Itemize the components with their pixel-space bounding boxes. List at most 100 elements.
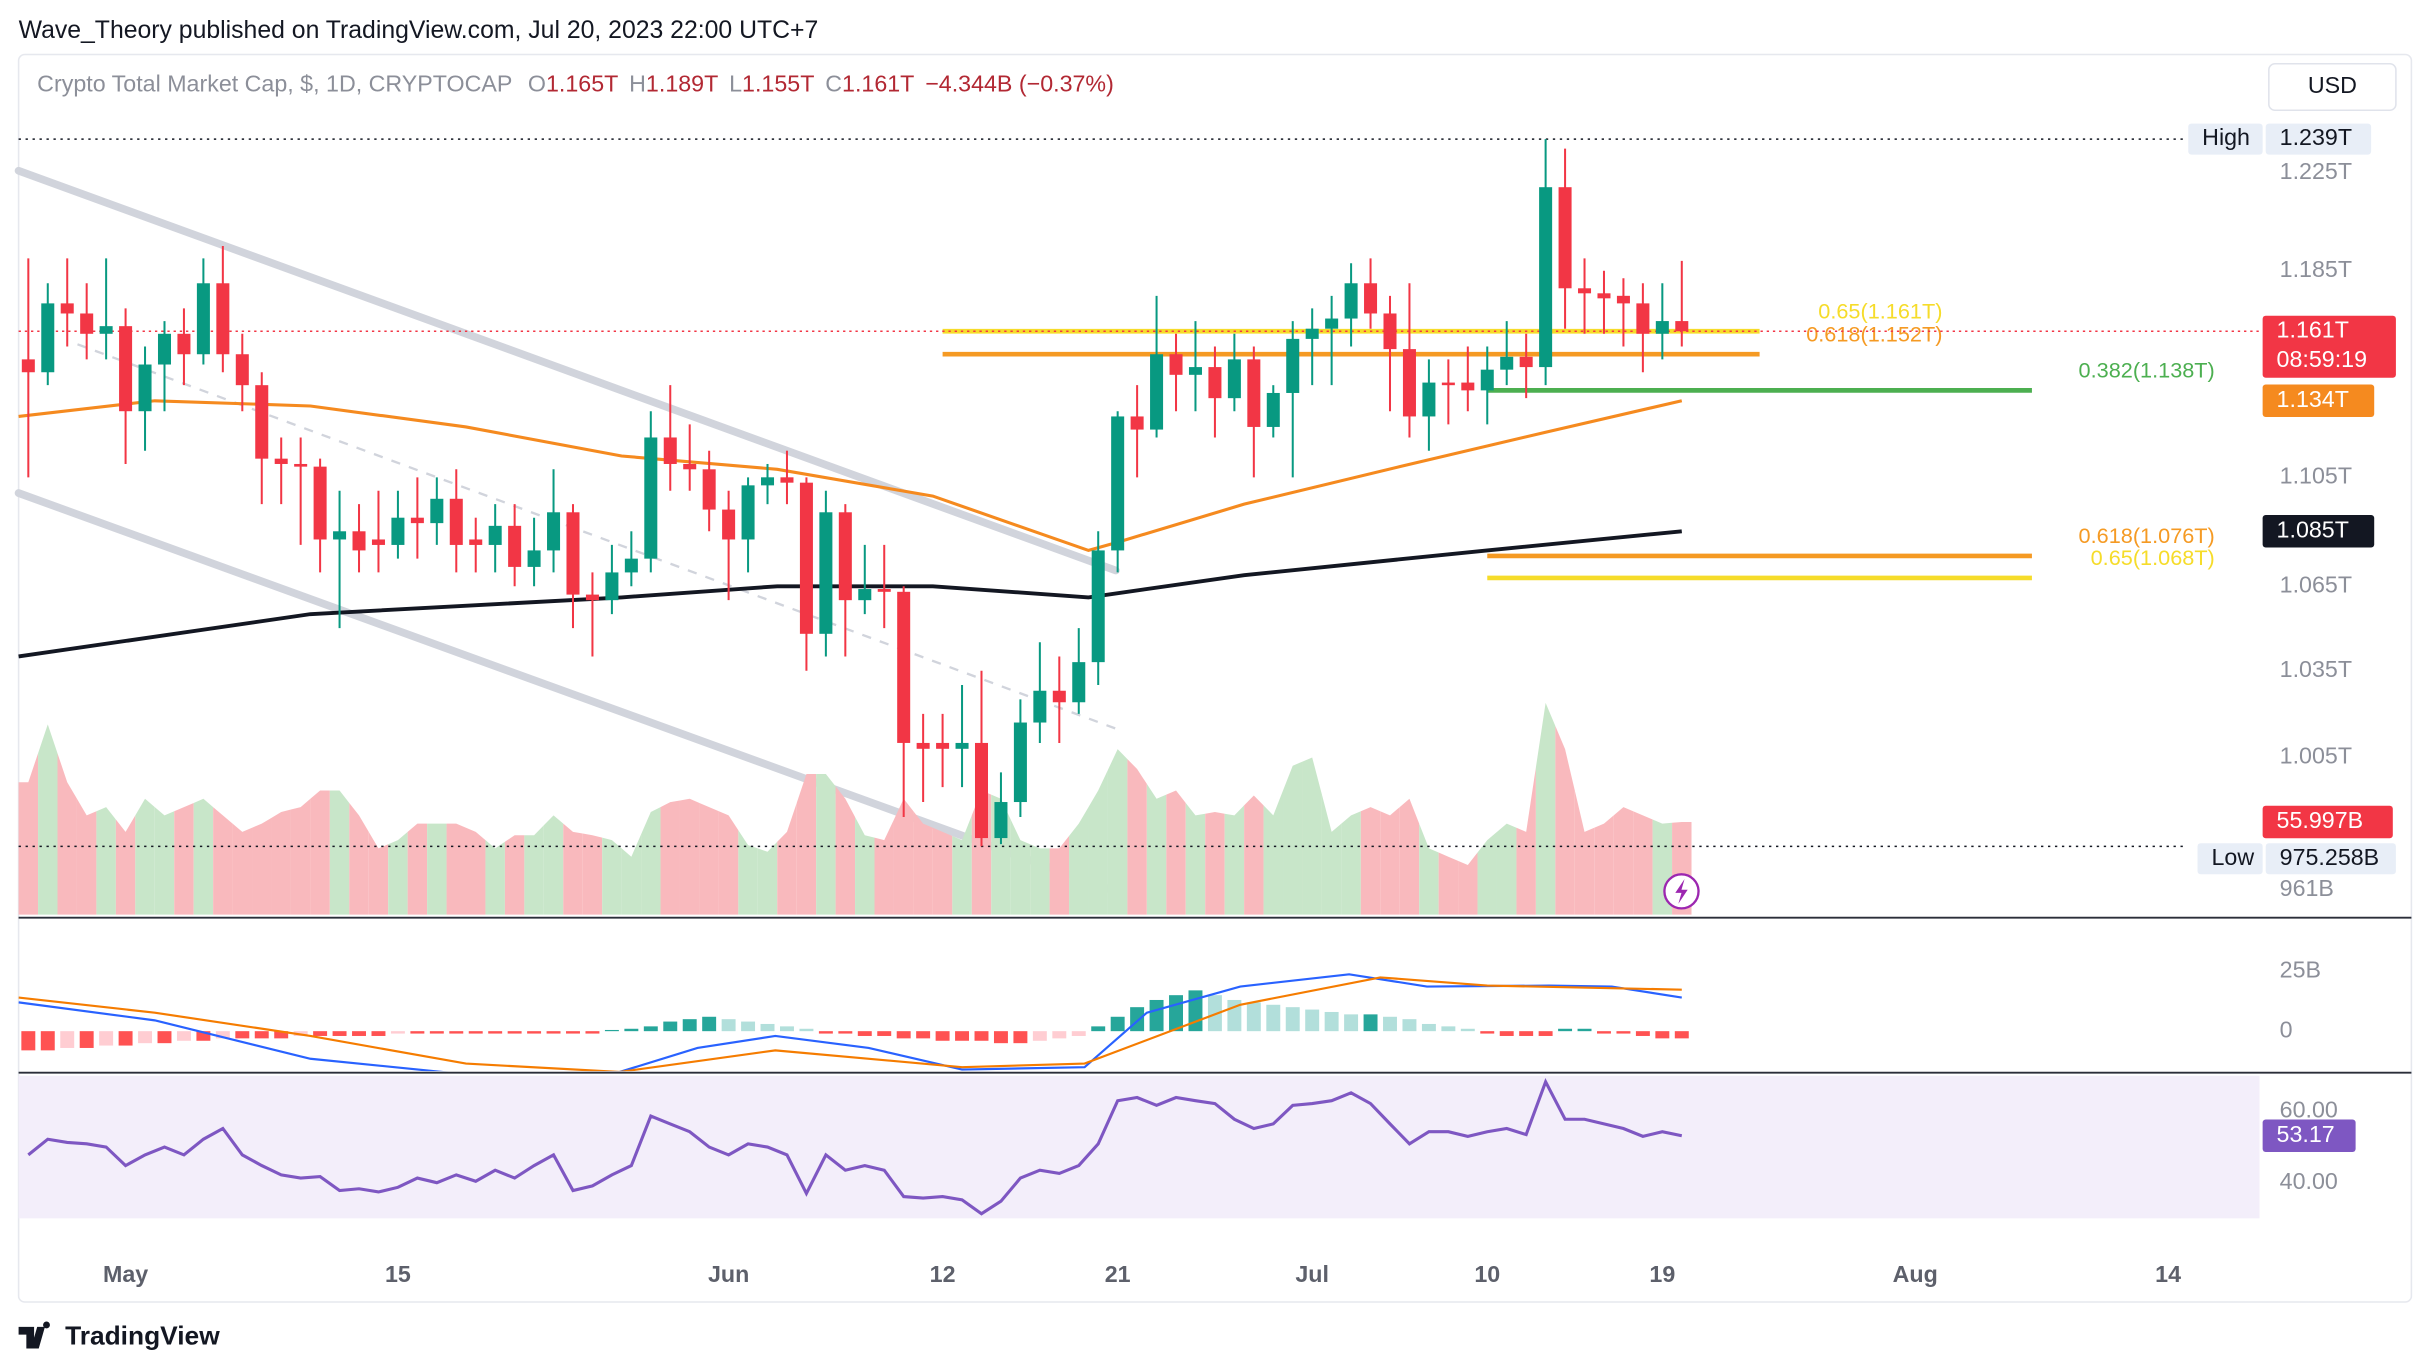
volume-area (1146, 783, 1167, 915)
candle-body (585, 594, 599, 601)
macd-histogram-bar (1344, 1014, 1359, 1032)
currency-button[interactable] (2268, 63, 2397, 112)
candle-body (1266, 392, 1280, 427)
volume-area (1127, 759, 1147, 915)
volume-area (855, 816, 875, 915)
volume-area (1010, 819, 1031, 915)
macd-histogram-bar (857, 1031, 872, 1036)
candle-body (1111, 416, 1125, 551)
candle-body (1461, 382, 1475, 391)
high-label-box (2188, 123, 2263, 155)
rsi-line (27, 1077, 1683, 1216)
low-value-box (2265, 843, 2396, 875)
volume-area (582, 833, 603, 915)
symbol: Crypto Total Market Cap, $, 1D, CRYPTOCA… (37, 71, 512, 97)
macd-histogram-bar (138, 1031, 153, 1044)
volume-area (329, 790, 350, 915)
volume-area (660, 800, 680, 915)
volume-area (271, 809, 291, 915)
macd-histogram-bar (799, 1028, 814, 1032)
candle-body (799, 482, 813, 634)
macd-histogram-bar (1091, 1026, 1106, 1032)
candle-body (80, 313, 94, 334)
candle-body (196, 283, 210, 355)
last-price: 1.161T (2277, 316, 2349, 342)
candle-body (1402, 349, 1416, 417)
volume-area (1185, 802, 1206, 915)
macd-histogram-bar (702, 1016, 717, 1032)
volume-area (1419, 823, 1439, 915)
x-tick-label: 10 (1474, 1261, 1500, 1287)
candle-body (1150, 354, 1164, 430)
macd-histogram-bar (779, 1026, 794, 1032)
candle-body (1208, 367, 1222, 399)
candle-body (994, 802, 1008, 839)
candle-body (527, 550, 541, 567)
macd-histogram-bar (1110, 1016, 1125, 1032)
macd-histogram-bar (429, 1031, 444, 1034)
candle-body (722, 509, 736, 540)
volume-area (1360, 807, 1381, 915)
volume-area (1263, 790, 1284, 915)
volume-area (76, 798, 97, 915)
candle-body (741, 485, 755, 540)
macd-histogram-bar (916, 1031, 931, 1039)
macd-histogram-bar (410, 1031, 425, 1034)
volume-area (893, 798, 914, 915)
candle-body (60, 303, 74, 314)
candle-body (624, 558, 638, 573)
macd-histogram-bar (682, 1019, 697, 1032)
candle-body (936, 742, 950, 749)
macd-histogram-bar (877, 1031, 892, 1036)
candle-body (1305, 328, 1319, 339)
volume-area (388, 831, 408, 915)
candle-body (449, 498, 463, 545)
candle-body (702, 469, 716, 510)
macd-histogram-bar (1441, 1026, 1456, 1032)
candle-body (1597, 293, 1611, 299)
macd-histogram-bar (1305, 1009, 1320, 1032)
candle-body (663, 437, 677, 464)
volume-value-box (2262, 805, 2393, 839)
volume-area (1535, 702, 1556, 915)
macd-histogram-bar (1266, 1004, 1281, 1032)
candle-body (1169, 354, 1183, 375)
volume-area (18, 753, 39, 915)
macd-histogram-bar (974, 1031, 989, 1041)
rsi-value-box (2262, 1119, 2356, 1153)
candle-body (157, 333, 171, 365)
volume-area (1574, 790, 1595, 915)
volume-area (1496, 823, 1517, 915)
macd-histogram-bar (215, 1031, 230, 1039)
candle-body (819, 512, 833, 634)
volume-area (738, 830, 758, 915)
macd-histogram-bar (1246, 1002, 1261, 1032)
channel-line (14, 489, 1120, 896)
macd-histogram-bar (1363, 1014, 1378, 1032)
x-tick-label: 15 (385, 1261, 411, 1287)
volume-area (1594, 815, 1614, 915)
byline: Wave_Theory published on TradingView.com… (19, 17, 819, 44)
macd-histogram-bar (157, 1031, 172, 1044)
volume-area (504, 835, 525, 915)
candle-body (294, 463, 308, 467)
volume-area (796, 773, 817, 915)
candle-body (469, 539, 483, 545)
macd-histogram-bar (643, 1026, 658, 1032)
candle-body (333, 531, 347, 540)
ma-value-box (2262, 384, 2375, 418)
candle-body (1441, 382, 1455, 386)
ohlc-key: O (528, 71, 546, 97)
rsi-tick-label: 40.00 (2280, 1168, 2338, 1194)
candle-body (1344, 283, 1358, 319)
candle-body (838, 512, 852, 601)
volume-area (232, 823, 253, 915)
ohlc-key: L (729, 71, 742, 97)
candle-body (21, 359, 35, 373)
volume-area (1477, 831, 1497, 915)
macd-histogram-bar (1402, 1019, 1417, 1032)
candle-body (235, 354, 249, 386)
macd-histogram-bar (1499, 1031, 1514, 1036)
macd-histogram-bar (468, 1031, 483, 1034)
